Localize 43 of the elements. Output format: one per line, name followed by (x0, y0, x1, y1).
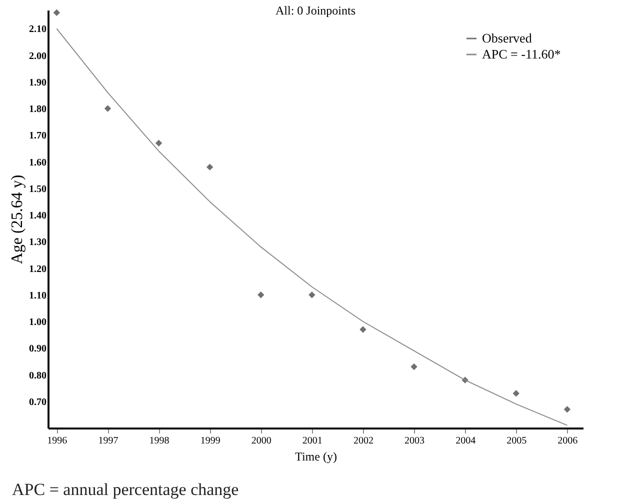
y-tick-label: 1.10 (29, 290, 46, 302)
point (512, 390, 520, 397)
legend-label: APC = -11.60* (482, 46, 561, 62)
y-tick-label: 2.00 (29, 50, 46, 62)
point (360, 326, 366, 333)
point (206, 164, 214, 170)
y-axis-title: Age (25.64 y) (9, 174, 26, 264)
y-tick-label: 1.30 (29, 237, 46, 248)
x-tick-label: 1998 (149, 436, 170, 446)
line-series (56, 28, 568, 426)
x-tick-label: 2004 (456, 436, 476, 446)
x-tick-label: 1999 (200, 436, 220, 446)
y-tick-label: 1.90 (29, 77, 46, 88)
x-tick-label: 2006 (558, 436, 578, 446)
y-tick-label: 1.40 (29, 210, 46, 222)
y-tick-label: 1.20 (29, 264, 46, 275)
point (53, 9, 60, 16)
point (410, 363, 418, 370)
legend-label: Observed (482, 30, 532, 46)
y-tick-label: 1.70 (29, 130, 46, 142)
x-tick-label: 2003 (404, 436, 425, 446)
point (258, 292, 264, 298)
x-tick-label: 1996 (47, 436, 68, 446)
x-tick-label: 1997 (98, 436, 118, 446)
chart-title: All: 0 Joinpoints (275, 3, 356, 18)
x-tick-label: 2005 (506, 436, 527, 446)
y-tick-label: 1.60 (29, 157, 46, 168)
x-tick-label: 2001 (302, 436, 322, 446)
point (564, 406, 571, 413)
y-tick-label: 1.80 (29, 104, 46, 116)
y-tick-label: 0.80 (29, 370, 46, 382)
y-tick-label: 2.10 (29, 24, 46, 36)
x-tick-label: 2002 (353, 436, 374, 446)
y-tick-label: 0.90 (29, 344, 46, 355)
y-tick-label: 1.00 (29, 317, 46, 328)
point (308, 292, 316, 298)
y-tick-label: 1.50 (29, 184, 46, 195)
x-tick-label: 2000 (251, 436, 272, 446)
x-axis-title: Time (y) (295, 450, 337, 464)
y-tick-label: 0.70 (29, 396, 46, 408)
point (155, 140, 162, 146)
point (104, 105, 112, 112)
text: APC = annual percentage change (12, 480, 240, 500)
